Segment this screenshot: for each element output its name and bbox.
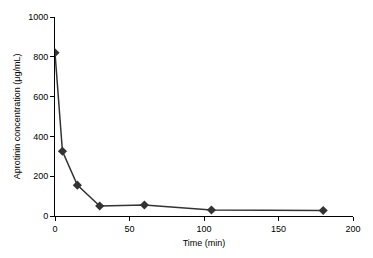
svg-text:0: 0 (52, 224, 57, 234)
svg-text:100: 100 (196, 224, 211, 234)
svg-text:200: 200 (345, 224, 360, 234)
svg-text:0: 0 (43, 211, 48, 221)
svg-text:Aprotinin concentration (μg/mL: Aprotinin concentration (μg/mL) (12, 54, 22, 180)
svg-text:400: 400 (33, 132, 48, 142)
svg-text:150: 150 (271, 224, 286, 234)
svg-text:200: 200 (33, 171, 48, 181)
svg-text:50: 50 (124, 224, 134, 234)
svg-text:Time (min): Time (min) (183, 238, 226, 248)
svg-text:800: 800 (33, 52, 48, 62)
svg-text:600: 600 (33, 92, 48, 102)
svg-text:1000: 1000 (28, 12, 48, 22)
